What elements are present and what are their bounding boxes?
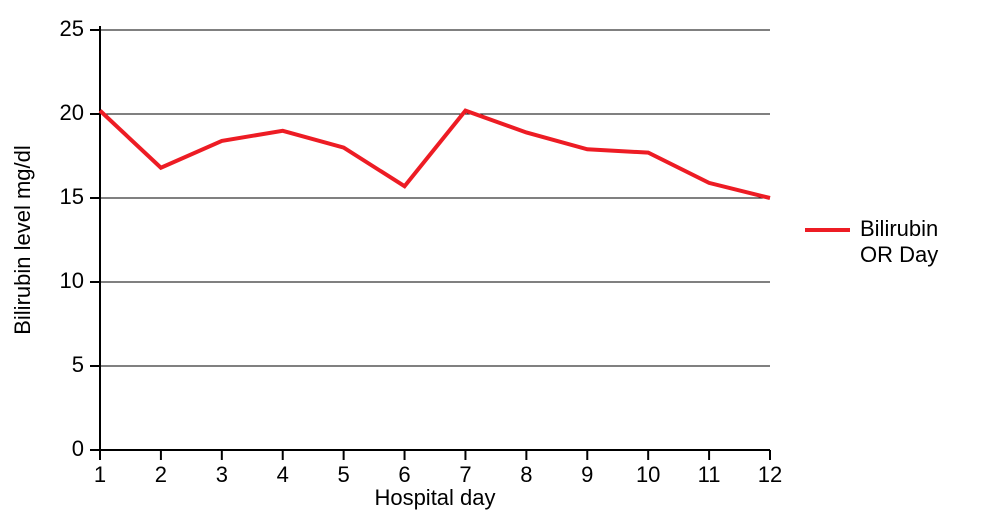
- y-tick-label: 5: [72, 352, 84, 377]
- x-tick-label: 10: [636, 462, 660, 487]
- x-tick-label: 5: [338, 462, 350, 487]
- x-tick-label: 9: [581, 462, 593, 487]
- y-tick-label: 25: [60, 16, 84, 41]
- y-tick-label: 0: [72, 436, 84, 461]
- x-tick-label: 2: [155, 462, 167, 487]
- legend-label-line1: Bilirubin: [860, 216, 938, 241]
- y-tick-label: 10: [60, 268, 84, 293]
- line-chart: 0510152025123456789101112Hospital dayBil…: [0, 0, 1000, 525]
- y-tick-label: 15: [60, 184, 84, 209]
- x-tick-label: 11: [698, 462, 721, 487]
- x-tick-label: 7: [459, 462, 471, 487]
- x-axis-label: Hospital day: [374, 485, 495, 510]
- y-axis-label: Bilirubin level mg/dl: [10, 145, 35, 335]
- y-tick-label: 20: [60, 100, 84, 125]
- x-tick-label: 1: [94, 462, 106, 487]
- chart-container: 0510152025123456789101112Hospital dayBil…: [0, 0, 1000, 525]
- x-tick-label: 12: [758, 462, 782, 487]
- legend-label-line2: OR Day: [860, 242, 938, 267]
- x-tick-label: 8: [520, 462, 532, 487]
- x-tick-label: 4: [277, 462, 289, 487]
- series-line: [100, 111, 770, 198]
- x-tick-label: 3: [216, 462, 228, 487]
- x-tick-label: 6: [398, 462, 410, 487]
